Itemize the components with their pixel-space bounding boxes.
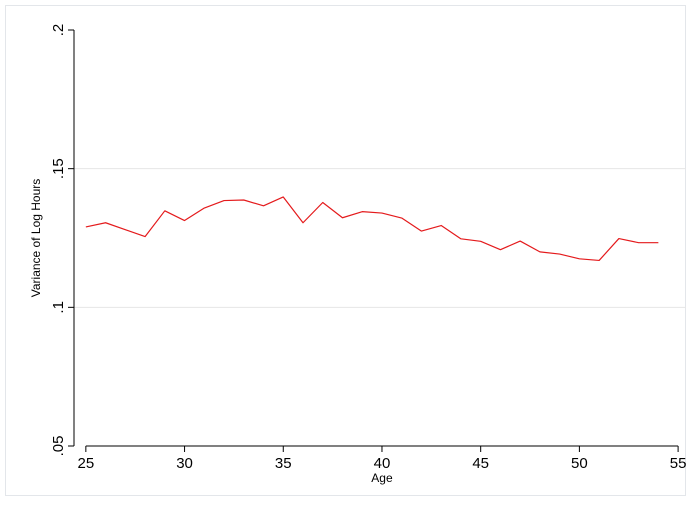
x-tick-label: 50 bbox=[571, 455, 588, 472]
x-tick-label: 40 bbox=[374, 455, 391, 472]
x-tick-label: 45 bbox=[472, 455, 489, 472]
x-axis-title: Age bbox=[371, 471, 393, 485]
chart-frame bbox=[5, 5, 686, 496]
series-group bbox=[85, 196, 659, 262]
series-line bbox=[85, 196, 659, 262]
y-tick-label: .05 bbox=[50, 436, 67, 457]
x-tick-label: 30 bbox=[176, 455, 193, 472]
x-tick-label: 55 bbox=[670, 455, 687, 472]
x-tick-label: 25 bbox=[78, 455, 95, 472]
y-axis-title: Variance of Log Hours bbox=[29, 179, 43, 298]
y-axis-ticks: .05 .1 .15 .2 bbox=[50, 24, 74, 457]
y-tick-label: .1 bbox=[50, 301, 67, 314]
grid-lines bbox=[74, 168, 686, 308]
x-tick-label: 35 bbox=[275, 455, 292, 472]
y-tick-label: .15 bbox=[50, 158, 67, 179]
y-tick-label: .2 bbox=[50, 24, 67, 37]
x-axis-ticks: 25 30 35 40 45 50 55 bbox=[78, 446, 687, 472]
